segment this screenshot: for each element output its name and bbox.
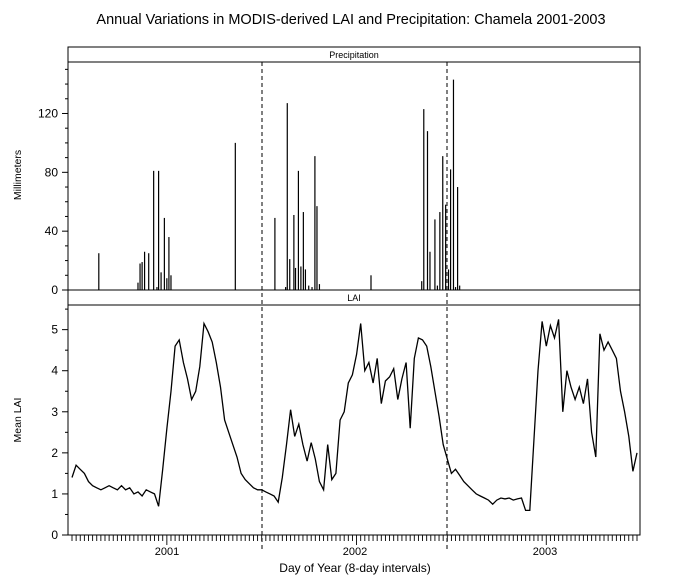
lai-y-axis: 0 1 2 3 4 5 (51, 308, 68, 542)
precip-bars (98, 79, 461, 290)
lai-panel (67, 304, 641, 536)
x-tick-2001: 2001 (155, 546, 179, 558)
precip-y-tick-label: 40 (45, 224, 59, 238)
x-tick-2003: 2003 (533, 546, 557, 558)
precip-strip-label: Precipitation (329, 50, 379, 60)
x-axis-label: Day of Year (8-day intervals) (279, 561, 430, 575)
precip-y-tick-label: 120 (38, 106, 58, 120)
lai-strip-label: LAI (347, 293, 361, 303)
lai-series-line (71, 319, 638, 512)
lai-y-tick-label: 0 (51, 528, 58, 542)
lai-y-tick-label: 5 (51, 323, 58, 337)
x-tick-2002: 2002 (343, 546, 367, 558)
lai-y-tick-label: 3 (51, 405, 58, 419)
lai-y-tick-label: 4 (51, 364, 58, 378)
x-axis-ticks (71, 535, 638, 545)
precip-y-tick-label: 0 (51, 283, 58, 297)
precip-y-tick-label: 80 (45, 165, 59, 179)
lai-y-tick-label: 2 (51, 446, 58, 460)
chart-title: Annual Variations in MODIS-derived LAI a… (96, 12, 605, 28)
lai-y-label: Mean LAI (12, 398, 24, 443)
lai-y-tick-label: 1 (51, 487, 58, 501)
precip-y-label: Millimeters (12, 150, 24, 200)
precip-y-axis: 0 40 80 120 (38, 68, 68, 297)
